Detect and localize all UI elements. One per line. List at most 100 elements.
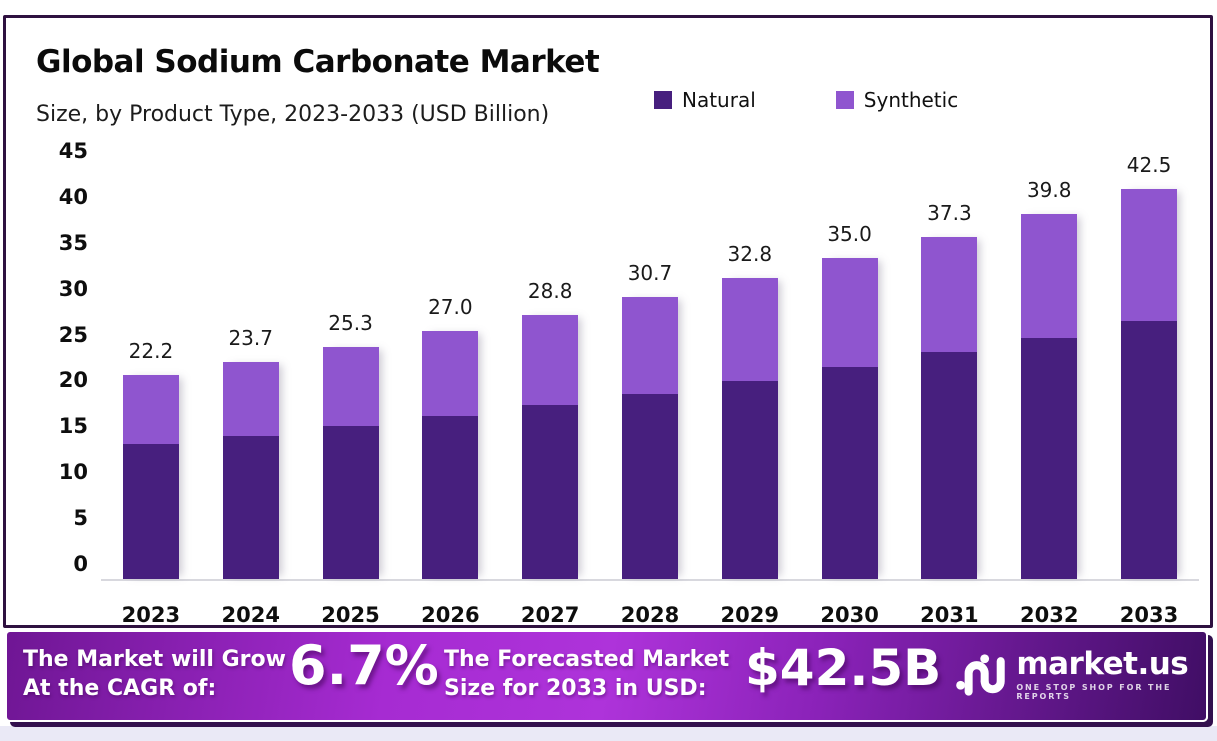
x-tick-label: 2033 <box>1119 603 1179 627</box>
bar-stack <box>721 278 778 579</box>
x-tick-label: 2028 <box>620 603 680 627</box>
bar-segment-natural <box>222 435 279 579</box>
x-tick-label: 2030 <box>820 603 879 627</box>
legend-item-natural: Natural <box>654 88 756 112</box>
bar-total-label: 25.3 <box>328 310 373 335</box>
page-bottom-strip <box>0 726 1217 741</box>
bar-segment-natural <box>122 444 179 579</box>
bar-total-label: 22.2 <box>128 339 174 364</box>
bar-segment-natural <box>422 415 479 579</box>
bar-segment-synthetic <box>122 375 179 445</box>
plot-area: 22.2 2023 23.7 2024 25.3 2025 27.0 2026 28.8 2027… <box>101 153 1199 628</box>
bar-total-label: 30.7 <box>627 261 673 286</box>
y-tick-label: 15 <box>58 414 88 439</box>
bar-segment-natural <box>821 367 878 579</box>
bar-segment-synthetic <box>621 297 678 394</box>
bar-group-2031: 37.3 2031 <box>920 166 978 627</box>
logo-text: market.us <box>1016 646 1189 682</box>
bar-stack <box>522 314 579 579</box>
logo-text-block: market.us ONE STOP SHOP FOR THE REPORTS <box>1016 647 1206 701</box>
chart-card: Global Sodium Carbonate Market Size, by … <box>3 15 1213 628</box>
bars-row: 22.2 2023 23.7 2024 25.3 2025 27.0 2026 28.8 2027… <box>101 153 1199 628</box>
y-tick-label: 0 <box>73 552 88 576</box>
bar-stack <box>921 236 978 579</box>
bar-stack <box>1021 213 1078 579</box>
bar-segment-natural <box>921 352 978 579</box>
x-tick-label: 2023 <box>121 603 181 627</box>
forecast-label-line2: Size for 2033 in USD: <box>444 676 707 701</box>
bar-total-label: 37.3 <box>927 200 972 225</box>
cagr-label-line2: At the CAGR of: <box>23 676 217 701</box>
bar-segment-natural <box>522 404 579 579</box>
bar-group-2030: 35.0 2030 <box>820 166 878 627</box>
bar-total-label: 42.5 <box>1126 152 1172 177</box>
cagr-value: 6.7% <box>289 634 439 697</box>
market-us-logo-icon <box>956 654 1005 696</box>
legend-swatch-natural <box>654 91 672 109</box>
bar-total-label: 23.7 <box>228 325 273 350</box>
cagr-banner: The Market will Grow At the CAGR of: 6.7… <box>5 630 1208 722</box>
cagr-label-line1: The Market will Grow <box>23 647 286 672</box>
bar-stack <box>222 361 279 579</box>
y-tick-label: 10 <box>58 460 88 485</box>
bar-segment-synthetic <box>821 257 878 367</box>
bar-total-label: 27.0 <box>428 295 473 320</box>
bar-group-2033: 42.5 2033 <box>1120 153 1178 627</box>
bar-segment-synthetic <box>222 361 279 436</box>
bar-total-label: 35.0 <box>827 221 872 246</box>
logo-tagline: ONE STOP SHOP FOR THE REPORTS <box>1016 683 1172 701</box>
bar-stack <box>122 375 179 579</box>
legend-swatch-synthetic <box>835 91 854 109</box>
y-tick-label: 20 <box>58 368 88 393</box>
market-us-logo: market.us ONE STOP SHOP FOR THE REPORTS <box>955 646 1206 702</box>
bar-total-label: 32.8 <box>727 241 773 266</box>
x-tick-label: 2029 <box>720 603 779 627</box>
forecast-label-line1: The Forecasted Market <box>444 647 730 672</box>
bar-group-2023: 22.2 2023 <box>122 166 180 627</box>
x-tick-label: 2027 <box>520 603 580 627</box>
bar-stack <box>322 346 379 579</box>
bar-segment-natural <box>322 425 379 579</box>
bar-group-2029: 32.8 2029 <box>721 166 779 627</box>
bar-segment-natural <box>621 393 678 579</box>
bar-segment-natural <box>1021 337 1078 579</box>
bar-segment-synthetic <box>422 331 479 416</box>
chart-subtitle: Size, by Product Type, 2023-2033 (USD Bi… <box>36 102 550 127</box>
bar-group-2024: 23.7 2024 <box>221 166 279 628</box>
legend-label: Synthetic <box>863 88 959 112</box>
y-tick-label: 25 <box>58 322 88 347</box>
bar-segment-synthetic <box>1121 188 1178 322</box>
bar-stack <box>422 331 479 579</box>
y-tick-label: 30 <box>58 276 88 301</box>
bar-segment-natural <box>721 380 778 579</box>
bar-stack <box>821 257 878 579</box>
bar-group-2025: 25.3 2025 <box>321 166 379 627</box>
chart-title: Global Sodium Carbonate Market <box>36 44 600 80</box>
bar-segment-synthetic <box>1021 213 1078 338</box>
bar-total-label: 39.8 <box>1026 177 1072 202</box>
x-tick-label: 2032 <box>1019 603 1079 627</box>
bar-segment-natural <box>1121 321 1178 579</box>
bar-segment-synthetic <box>322 346 379 426</box>
y-tick-label: 5 <box>73 506 88 531</box>
y-tick-label: 45 <box>58 139 88 163</box>
legend-label: Natural <box>682 88 756 112</box>
legend-item-synthetic: Synthetic <box>835 88 959 112</box>
forecast-value: $42.5B <box>745 639 942 697</box>
bar-segment-synthetic <box>522 314 579 405</box>
x-tick-label: 2025 <box>321 603 380 627</box>
bar-segment-synthetic <box>921 236 978 353</box>
y-tick-label: 35 <box>58 230 88 255</box>
bar-group-2027: 28.8 2027 <box>521 166 579 627</box>
x-tick-label: 2026 <box>421 603 480 627</box>
bar-group-2026: 27.0 2026 <box>421 166 479 627</box>
x-tick-label: 2031 <box>920 603 979 627</box>
bar-group-2032: 39.8 2032 <box>1020 166 1078 627</box>
legend: Natural Synthetic <box>654 88 958 112</box>
y-tick-label: 40 <box>58 184 88 209</box>
bar-group-2028: 30.7 2028 <box>621 166 679 627</box>
cagr-label: The Market will Grow At the CAGR of: <box>23 645 286 703</box>
bar-stack <box>1121 188 1178 579</box>
x-tick-label: 2024 <box>221 603 280 627</box>
